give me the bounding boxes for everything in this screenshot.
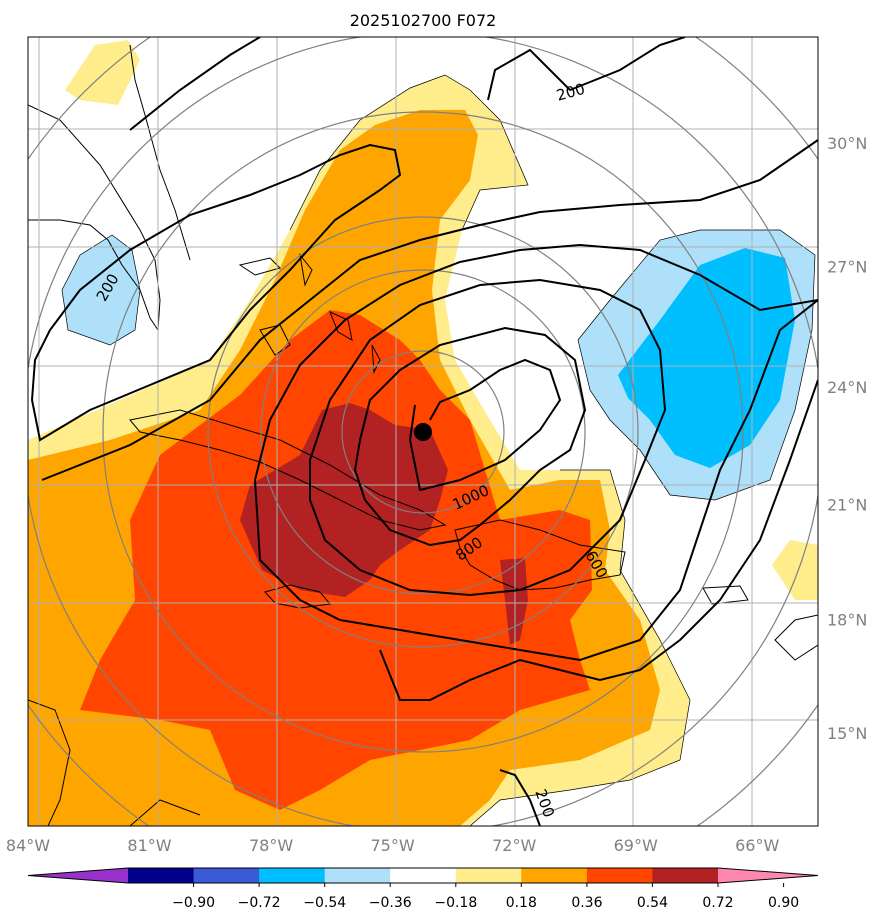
colorbar-tick-label: 0.18 [506,895,537,911]
colorbar-tick-label: 0.90 [768,895,799,911]
colorbar-extend-low [28,868,128,883]
lon-tick-label: 78°W [249,836,293,855]
florida-coast [28,104,161,332]
colorbar-tick-label: 0.54 [637,895,668,911]
contour-200-nw [129,37,261,131]
map-frame [27,36,819,827]
colorbar-segment [586,868,653,883]
lat-tick-label: 27°N [827,258,867,277]
puerto-rico [702,585,749,605]
range-ring-400 [260,269,586,595]
storm-center-marker [414,423,432,441]
colorbar-extend-high [718,868,818,883]
lon-tick-label: 72°W [492,836,536,855]
contours [30,37,818,826]
contour-200-outer [41,139,818,481]
colorbar-tick-label: −0.36 [369,895,412,911]
colorbar-tick-label: 0.72 [702,895,733,911]
colorbar-tick-label: 0.36 [571,895,602,911]
lat-tick-label: 21°N [827,495,867,514]
bahamas-3 [329,311,353,341]
colorbar-segment [324,868,391,883]
colorbar-segment [193,868,260,883]
colorbar-tick-label: −0.18 [434,895,477,911]
bahamas-1 [238,257,281,276]
colorbar-outline [27,867,819,884]
contour-200-top [487,37,686,101]
contour-600 [309,278,667,597]
contour-400 [254,243,818,481]
lat-tick-label: 15°N [827,724,867,743]
colorbar-segment [390,868,457,883]
florida-east-coast [129,44,191,261]
colorbar-segment [652,868,719,883]
lat-tick-label: 18°N [827,611,867,630]
lat-tick-label: 30°N [827,134,867,153]
sa-coast [129,799,201,826]
contour-800 [353,326,587,547]
bahamas-5 [259,324,291,356]
colorbar-segment [455,868,522,883]
fill-deep-sky [618,248,795,468]
colorbar-segment [521,868,588,883]
bahamas-2 [299,253,313,287]
colorbar: −0.90 −0.72 −0.54 −0.36 −0.18 0.18 0.36 0.54 0.7… [27,867,819,911]
contour-200-inner [30,143,402,442]
lesser-antilles [774,614,818,661]
lon-tick-label: 69°W [614,836,658,855]
cuba [129,409,447,531]
central-america [28,699,71,826]
coastlines [28,44,818,826]
lat-tick-label: 24°N [827,378,867,397]
colorbar-tick-label: −0.90 [172,895,215,911]
range-ring-200 [341,350,505,514]
lon-tick-label: 75°W [371,836,415,855]
lon-tick-label: 81°W [127,836,171,855]
chart-title: 2025102700 F072 [350,11,497,30]
range-ring-600 [207,216,639,648]
contour-1000 [408,358,562,492]
contour-200-bottom [379,379,818,701]
fill-light-yellow-e [772,540,818,600]
contour-400-lower [254,299,818,662]
colorbar-segment [128,868,195,883]
fill-light-yellow-nw [65,40,140,105]
colorbar-tick-label: −0.54 [303,895,346,911]
colorbar-segment [259,868,326,883]
gridlines [28,37,818,826]
lon-tick-label: 84°W [6,836,50,855]
latitude-labels: 15°N 18°N 21°N 24°N 27°N 30°N [827,134,867,743]
lon-tick-label: 66°W [735,836,779,855]
hispaniola [454,519,626,591]
longitude-labels: 84°W 81°W 78°W 75°W 72°W 69°W 66°W [6,836,780,855]
colorbar-tick-label: −0.72 [238,895,281,911]
range-ring-800 [102,111,744,753]
contour-200-sw [499,769,541,826]
